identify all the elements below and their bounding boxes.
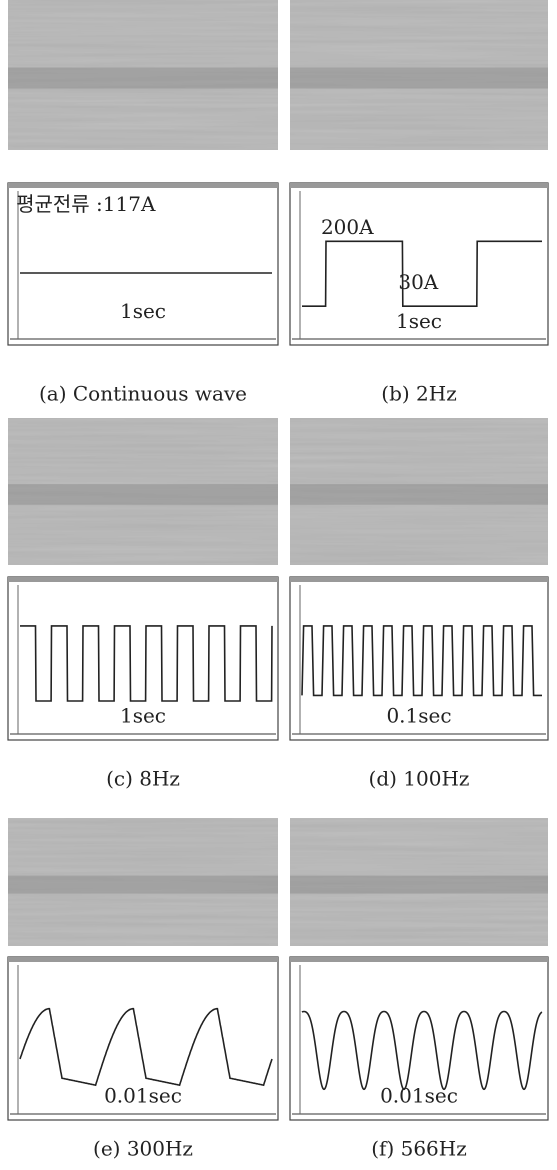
caption: (f) 566Hz bbox=[371, 1137, 467, 1161]
plot-title-bar bbox=[8, 957, 278, 962]
panel: 200A 30A 1sec (b) 2Hz bbox=[290, 0, 548, 406]
bead bbox=[290, 68, 548, 89]
panel: 1sec (c) 8Hz bbox=[8, 418, 278, 791]
plot-title-bar bbox=[290, 183, 548, 188]
annotation: 1sec bbox=[120, 299, 166, 323]
bead bbox=[8, 876, 278, 894]
plot-title-bar bbox=[8, 183, 278, 188]
annotation: 0.01sec bbox=[380, 1084, 458, 1108]
plot-title-bar bbox=[290, 957, 548, 962]
panel: 0.01sec (f) 566Hz bbox=[290, 818, 548, 1161]
caption: (b) 2Hz bbox=[381, 382, 456, 406]
panel: 0.01sec (e) 300Hz bbox=[8, 818, 278, 1161]
caption: (a) Continuous wave bbox=[39, 382, 247, 406]
annotation: 200A bbox=[321, 215, 374, 239]
bead bbox=[290, 484, 548, 505]
bead bbox=[8, 484, 278, 505]
caption: (c) 8Hz bbox=[106, 767, 180, 791]
plot-title-bar bbox=[8, 577, 278, 582]
caption: (d) 100Hz bbox=[369, 767, 470, 791]
bead bbox=[290, 876, 548, 894]
bead bbox=[8, 68, 278, 89]
annotation: 0.01sec bbox=[104, 1084, 182, 1108]
panel: 0.1sec (d) 100Hz bbox=[290, 418, 548, 791]
annotation: 1sec bbox=[120, 704, 166, 728]
annotation: 30A bbox=[398, 270, 438, 294]
panel: 평균전류 :117A 1sec (a) Continuous wave bbox=[8, 0, 278, 406]
annotation: 0.1sec bbox=[386, 704, 451, 728]
plot-title-bar bbox=[290, 577, 548, 582]
caption: (e) 300Hz bbox=[93, 1137, 193, 1161]
annotation: 1sec bbox=[396, 309, 442, 333]
annotation: 평균전류 :117A bbox=[16, 192, 156, 216]
figure: 평균전류 :117A 1sec (a) Continuous wave 200A 30A… bbox=[0, 0, 557, 1170]
